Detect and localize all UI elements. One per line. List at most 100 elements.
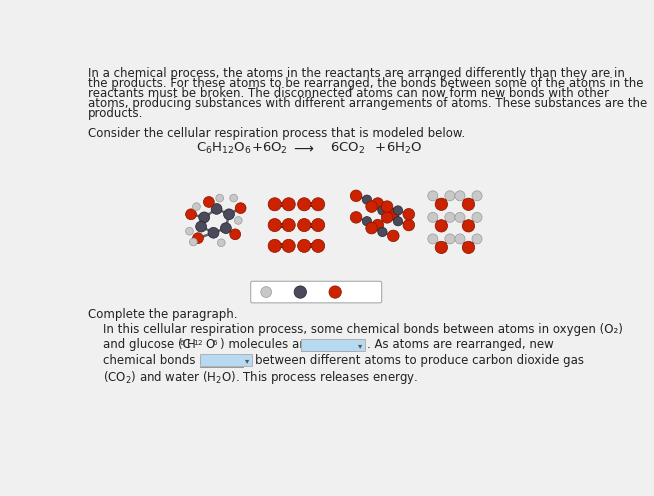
Circle shape [435,220,447,232]
Text: H: H [186,338,195,351]
Circle shape [393,217,403,226]
Circle shape [378,206,387,215]
Circle shape [230,229,241,240]
Text: products.: products. [88,107,143,120]
Circle shape [381,201,393,212]
Circle shape [455,234,465,244]
Circle shape [311,219,325,232]
Circle shape [378,227,387,237]
Circle shape [472,212,482,222]
Circle shape [393,206,403,215]
Text: Complete the paragraph.: Complete the paragraph. [88,308,237,321]
Circle shape [462,220,475,232]
Circle shape [445,212,455,222]
Text: between different atoms to produce carbon dioxide gas: between different atoms to produce carbo… [255,354,585,367]
Circle shape [211,203,222,214]
Circle shape [387,230,399,242]
Circle shape [403,208,415,220]
Circle shape [230,194,237,202]
Text: O: O [345,287,354,300]
Text: (CO$_2$) and water (H$_2$O). This process releases energy.: (CO$_2$) and water (H$_2$O). This proces… [103,369,419,386]
Circle shape [311,198,325,211]
Circle shape [372,198,384,209]
Circle shape [387,208,399,220]
Text: In a chemical process, the atoms in the reactants are arranged differently than : In a chemical process, the atoms in the … [88,67,625,80]
Text: and glucose (C: and glucose (C [103,338,192,351]
Text: $_6$: $_6$ [179,338,185,348]
Circle shape [199,212,210,223]
Circle shape [435,241,447,253]
Circle shape [445,191,455,201]
Circle shape [298,219,311,232]
Text: $\mathrm{C_6H_{12}O_6}$: $\mathrm{C_6H_{12}O_6}$ [196,141,252,156]
Circle shape [462,241,475,253]
Circle shape [428,191,438,201]
Text: ) molecules are: ) molecules are [220,338,311,351]
Circle shape [329,286,341,298]
Circle shape [192,233,203,244]
Circle shape [203,196,215,207]
Circle shape [282,239,295,252]
Circle shape [261,287,271,298]
FancyBboxPatch shape [199,355,252,366]
Circle shape [298,198,311,211]
Circle shape [351,212,362,223]
Circle shape [196,221,207,232]
Circle shape [186,227,194,235]
Circle shape [216,194,224,202]
Text: . As atoms are rearranged, new: . As atoms are rearranged, new [367,338,554,351]
Circle shape [298,239,311,252]
Text: ▾: ▾ [358,341,362,350]
Circle shape [190,238,198,246]
Text: H: H [275,287,283,300]
Circle shape [268,198,281,211]
FancyBboxPatch shape [301,339,365,351]
Text: ▾: ▾ [245,356,250,365]
Text: O: O [205,338,215,351]
Text: $+$: $+$ [250,141,262,154]
Circle shape [462,198,475,210]
Circle shape [220,223,232,234]
Circle shape [472,191,482,201]
Circle shape [294,286,307,298]
FancyBboxPatch shape [250,281,382,303]
Circle shape [428,212,438,222]
Circle shape [455,191,465,201]
Text: chemical bonds are: chemical bonds are [103,354,219,367]
Circle shape [362,195,371,204]
Circle shape [366,201,377,212]
Circle shape [234,217,242,224]
Circle shape [366,222,377,234]
Circle shape [428,234,438,244]
Text: In this cellular respiration process, some chemical bonds between atoms in oxyge: In this cellular respiration process, so… [103,323,623,336]
Circle shape [268,219,281,232]
Circle shape [282,198,295,211]
Text: reactants must be broken. The disconnected atoms can now form new bonds with oth: reactants must be broken. The disconnect… [88,87,609,100]
Circle shape [435,198,447,210]
Text: $\mathrm{6CO_2}$: $\mathrm{6CO_2}$ [330,141,365,156]
Text: $\mathrm{6O_2}$: $\mathrm{6O_2}$ [262,141,288,156]
Circle shape [472,234,482,244]
Circle shape [351,190,362,201]
Circle shape [445,234,455,244]
Circle shape [217,239,225,247]
Circle shape [235,203,246,213]
Circle shape [362,217,371,226]
Circle shape [455,212,465,222]
Circle shape [282,219,295,232]
Text: the products. For these atoms to be rearranged, the bonds between some of the at: the products. For these atoms to be rear… [88,77,644,90]
Circle shape [381,212,393,223]
Text: $_6$: $_6$ [212,338,218,348]
Text: $\mathrm{6H_2O}$: $\mathrm{6H_2O}$ [387,141,423,156]
Text: $_{12}$: $_{12}$ [194,338,204,348]
Circle shape [372,219,384,231]
Circle shape [186,209,196,220]
Circle shape [224,209,234,220]
Circle shape [311,239,325,252]
Text: $+$: $+$ [374,141,386,154]
Circle shape [403,219,415,231]
Text: C: C [309,287,318,300]
Circle shape [192,203,200,210]
Text: Consider the cellular respiration process that is modeled below.: Consider the cellular respiration proces… [88,127,465,140]
Circle shape [268,239,281,252]
